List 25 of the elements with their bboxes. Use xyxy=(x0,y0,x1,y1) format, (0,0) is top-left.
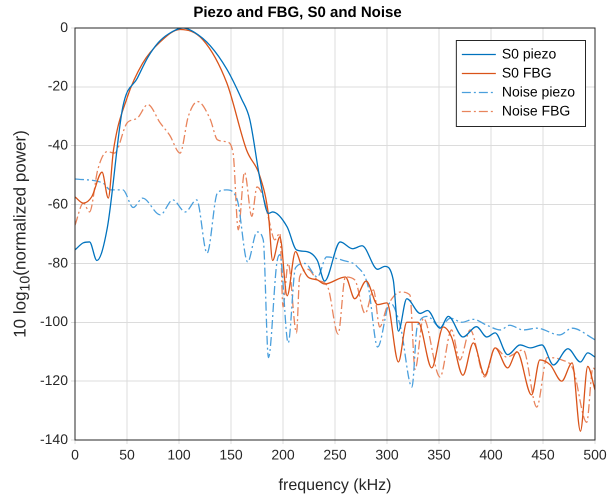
x-tick-label: 400 xyxy=(479,446,503,462)
legend-label: S0 FBG xyxy=(502,64,552,80)
legend-label: S0 piezo xyxy=(502,45,557,62)
x-tick-label: 0 xyxy=(71,446,80,462)
x-axis-title: frequency (kHz) xyxy=(278,476,392,494)
legend-label: Noise FBG xyxy=(502,102,570,118)
x-tick-label: 300 xyxy=(375,446,399,462)
x-tick-label: 500 xyxy=(583,446,607,462)
y-tick-label: -140 xyxy=(40,430,68,447)
legend-label: Noise piezo xyxy=(502,83,576,100)
x-tick-label: 50 xyxy=(119,446,135,462)
y-tick-label: -80 xyxy=(48,254,68,270)
x-tick-label: 100 xyxy=(167,446,191,462)
x-tick-label: 250 xyxy=(323,446,347,462)
chart-title: Piezo and FBG, S0 and Noise xyxy=(193,4,402,22)
x-tick-label: 350 xyxy=(427,446,451,462)
x-tick-label: 200 xyxy=(271,446,295,462)
y-tick-label: -100 xyxy=(40,313,68,330)
x-tick-label: 450 xyxy=(531,446,555,462)
y-tick-label: -20 xyxy=(48,78,68,94)
y-tick-label: -120 xyxy=(40,372,68,388)
x-tick-label: 150 xyxy=(219,446,243,462)
y-tick-label: -40 xyxy=(48,136,68,153)
y-tick-label: 0 xyxy=(60,18,68,35)
y-tick-label: -60 xyxy=(48,195,68,212)
